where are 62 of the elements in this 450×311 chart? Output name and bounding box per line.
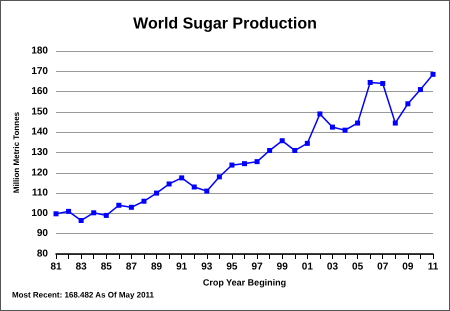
point [204, 188, 210, 194]
x-tick-label: 93 [201, 262, 213, 272]
point [154, 190, 160, 196]
text: Most Recent: 168.482 As Of May 2011 [12, 290, 155, 300]
point [430, 72, 436, 77]
y-tick-label: 160 [31, 86, 48, 98]
x-tick-label: 05 [352, 262, 364, 272]
x-tick-label: 11 [428, 262, 439, 272]
point [78, 218, 84, 224]
point [392, 120, 398, 126]
point [166, 181, 172, 186]
x-tick-label: 07 [377, 262, 389, 272]
point [128, 204, 134, 210]
point [54, 211, 58, 216]
point [104, 212, 109, 218]
point [292, 148, 298, 153]
x-tick-label: 09 [402, 262, 414, 272]
point [330, 124, 335, 130]
y-tick-label: 130 [31, 147, 48, 158]
point [280, 138, 285, 144]
x-tick-label: 97 [252, 262, 264, 272]
y-tick-label: 110 [32, 188, 48, 199]
y-tick-label: 150 [31, 106, 48, 118]
x-tick-label: 99 [276, 262, 288, 272]
x-axis-title: Crop Year Begining [202, 278, 286, 288]
x-tick-label: 01 [302, 262, 314, 272]
point [380, 80, 386, 86]
point [304, 140, 310, 146]
x-tick-label: 81 [50, 262, 62, 272]
x-tick-label: 03 [326, 262, 338, 272]
y-tick-label: 170 [31, 66, 48, 77]
point [267, 148, 272, 153]
y-axis-title: Million Metric Tonnes [12, 111, 21, 194]
point [116, 202, 122, 208]
y-tick-label: 100 [31, 208, 48, 219]
x-tick-label: 83 [76, 262, 88, 272]
point [229, 162, 234, 168]
y-tick-label: 140 [31, 126, 48, 138]
point [405, 101, 410, 106]
y-tick-label: 180 [31, 46, 48, 56]
point [216, 174, 222, 180]
point [368, 80, 373, 85]
y-tick-label: 80 [36, 248, 48, 260]
point [355, 120, 360, 126]
point [342, 128, 348, 133]
point [179, 175, 184, 180]
point [418, 87, 423, 92]
x-tick-label: 95 [226, 262, 238, 272]
point [317, 111, 322, 116]
x-tick-label: 85 [100, 262, 112, 272]
point [192, 184, 197, 190]
point [141, 198, 146, 204]
x-tick-label: 91 [176, 262, 188, 272]
x-tick-label: 87 [126, 262, 138, 272]
x-tick-label: 89 [150, 262, 163, 272]
point [242, 161, 247, 166]
chart-title: World Sugar Production [133, 16, 317, 32]
y-tick-label: 90 [36, 228, 48, 240]
point [66, 208, 72, 214]
y-tick-label: 120 [31, 167, 48, 178]
point [91, 210, 96, 216]
point [254, 159, 260, 164]
